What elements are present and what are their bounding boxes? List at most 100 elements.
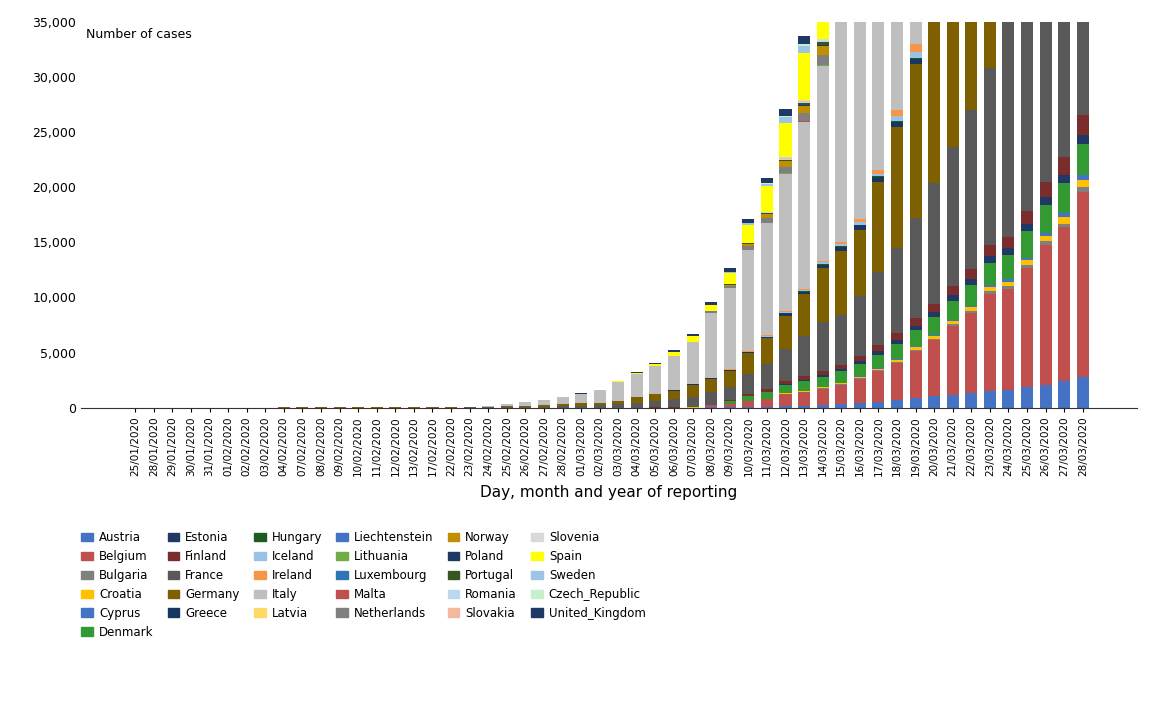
Bar	[557, 405, 568, 406]
Bar	[872, 272, 884, 345]
Bar	[1076, 22, 1089, 115]
Bar	[965, 280, 978, 285]
Bar	[965, 22, 978, 109]
Bar	[650, 364, 661, 366]
Bar	[835, 384, 847, 404]
Bar	[817, 22, 828, 39]
Bar	[1039, 386, 1052, 408]
Bar	[1021, 22, 1034, 211]
Bar	[835, 251, 847, 314]
Bar	[891, 333, 902, 341]
Bar	[705, 312, 717, 313]
Bar	[1058, 22, 1071, 157]
Bar	[872, 22, 884, 170]
Bar	[984, 293, 996, 391]
Bar	[891, 116, 902, 121]
Bar	[984, 291, 996, 293]
Bar	[835, 314, 847, 365]
Text: Number of cases: Number of cases	[87, 28, 193, 41]
Bar	[909, 52, 921, 58]
Bar	[1002, 22, 1015, 237]
Bar	[947, 301, 959, 320]
Bar	[947, 324, 959, 326]
Bar	[798, 290, 810, 291]
Bar	[891, 110, 902, 116]
Bar	[780, 123, 791, 157]
Bar	[817, 261, 828, 263]
Bar	[947, 285, 959, 296]
Bar	[1039, 197, 1052, 205]
Bar	[780, 349, 791, 381]
Bar	[780, 159, 791, 161]
Bar	[538, 405, 550, 406]
Bar	[965, 313, 978, 393]
Bar	[817, 263, 828, 264]
Bar	[854, 403, 865, 408]
Bar	[817, 41, 828, 42]
Bar	[1076, 115, 1089, 135]
Bar	[575, 403, 587, 405]
Bar	[1021, 260, 1034, 265]
Bar	[835, 369, 847, 371]
Bar	[1002, 286, 1015, 289]
Bar	[780, 384, 791, 385]
Bar	[1021, 232, 1034, 258]
Bar	[1021, 268, 1034, 387]
Bar	[798, 336, 810, 376]
Bar	[891, 362, 902, 363]
Bar	[761, 186, 773, 212]
Bar	[928, 339, 941, 340]
Bar	[1058, 217, 1071, 223]
Bar	[594, 405, 606, 408]
Bar	[909, 218, 921, 318]
Bar	[817, 45, 828, 47]
Bar	[798, 106, 810, 113]
Bar	[854, 219, 865, 222]
Bar	[835, 22, 847, 242]
Bar	[1021, 265, 1034, 268]
Bar	[705, 379, 717, 392]
Bar	[575, 394, 587, 403]
Bar	[854, 226, 865, 230]
Bar	[594, 390, 606, 403]
Bar	[761, 392, 773, 399]
Bar	[947, 320, 959, 321]
Bar	[538, 406, 550, 408]
Bar	[780, 109, 791, 116]
Bar	[872, 371, 884, 402]
Bar	[780, 117, 791, 123]
Bar	[909, 326, 921, 331]
Bar	[724, 286, 735, 288]
Bar	[780, 406, 791, 408]
Bar	[1002, 389, 1015, 408]
Bar	[780, 312, 791, 313]
Bar	[761, 218, 773, 223]
Bar	[872, 355, 884, 368]
Bar	[909, 349, 921, 351]
Bar	[928, 336, 941, 339]
Bar	[798, 294, 810, 336]
Bar	[798, 381, 810, 391]
Bar	[1076, 143, 1089, 175]
Bar	[1021, 258, 1034, 260]
Bar	[557, 406, 568, 408]
Bar	[724, 401, 735, 404]
Bar	[742, 223, 754, 225]
Bar	[742, 394, 754, 395]
Bar	[872, 370, 884, 371]
Bar	[668, 356, 680, 390]
Bar	[1039, 242, 1052, 245]
Bar	[798, 105, 810, 106]
Bar	[909, 351, 921, 398]
Bar	[1039, 245, 1052, 386]
Bar	[965, 269, 978, 280]
Bar	[928, 335, 941, 336]
Bar	[780, 314, 791, 315]
Bar	[872, 351, 884, 355]
Bar	[1002, 237, 1015, 248]
Bar	[1058, 213, 1071, 217]
Bar	[612, 405, 624, 408]
Bar	[965, 311, 978, 313]
Bar	[780, 315, 791, 349]
Bar	[891, 248, 902, 333]
